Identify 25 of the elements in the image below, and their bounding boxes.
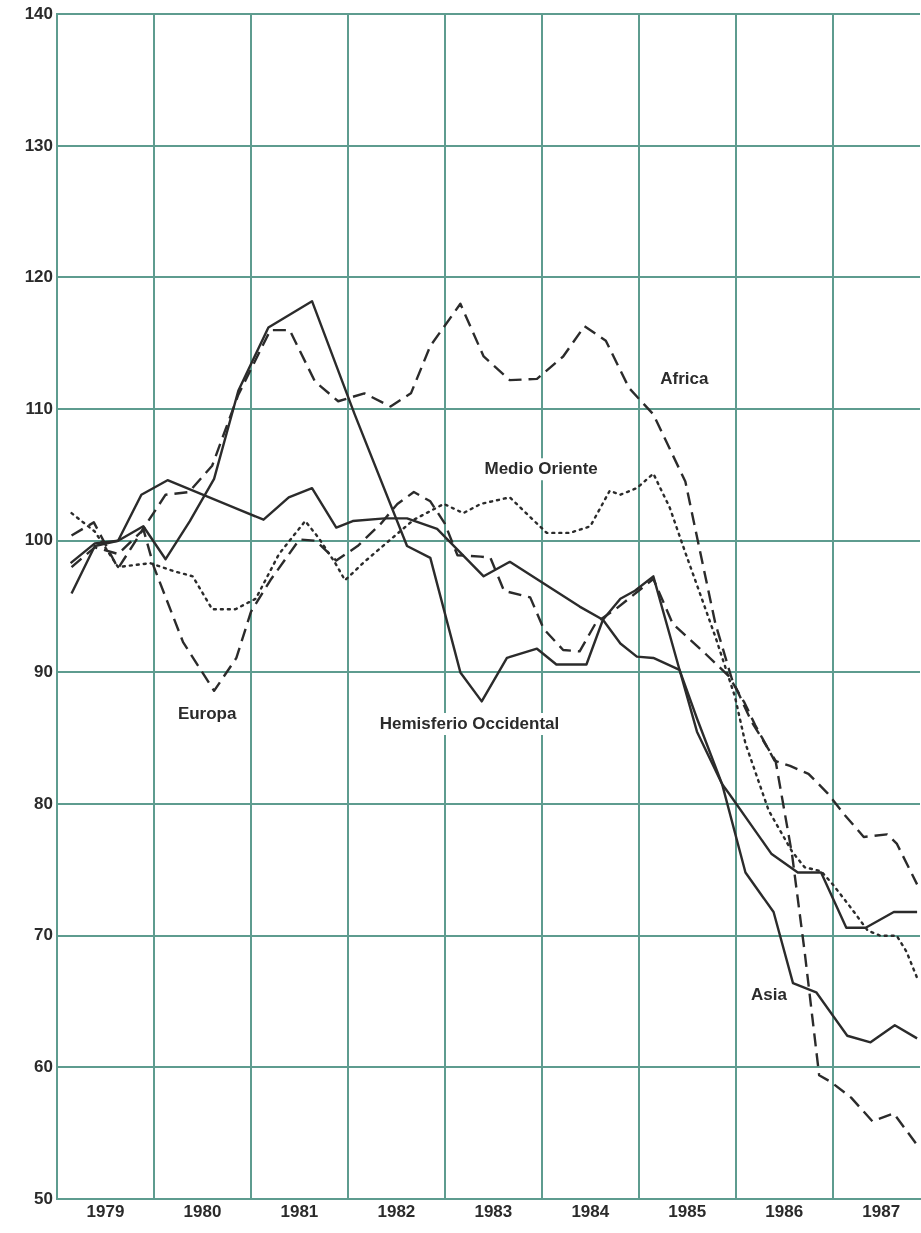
series-label: Europa [177,704,237,724]
series-label: Medio Oriente [484,458,598,478]
x-tick-label: 1986 [765,1201,804,1221]
x-tick-label: 1983 [474,1201,513,1221]
x-tick-label: 1985 [668,1201,707,1221]
y-tick-label: 60 [34,1057,53,1077]
x-tick-label: 1981 [280,1201,319,1221]
line-series [70,302,919,1147]
y-tick-label: 70 [34,925,53,945]
y-tick-label: 80 [34,793,53,813]
y-tick-label: 110 [25,398,53,418]
y-tick-label: 130 [24,135,53,155]
x-tick-label: 1984 [571,1201,610,1221]
x-tick-label: 1987 [862,1201,901,1221]
y-tick-label: 90 [34,662,53,682]
y-tick-label: 120 [24,267,53,287]
series-label: Africa [660,368,710,388]
y-tick-label: 50 [34,1188,53,1208]
x-tick-label: 1979 [86,1201,125,1221]
series-label: Hemisferio Occidental [379,713,560,733]
series-label: Asia [751,984,788,1004]
y-tick-label: 140 [24,3,53,23]
x-tick-label: 1980 [183,1201,222,1221]
x-tick-label: 1982 [377,1201,416,1221]
y-tick-label: 100 [24,530,53,550]
